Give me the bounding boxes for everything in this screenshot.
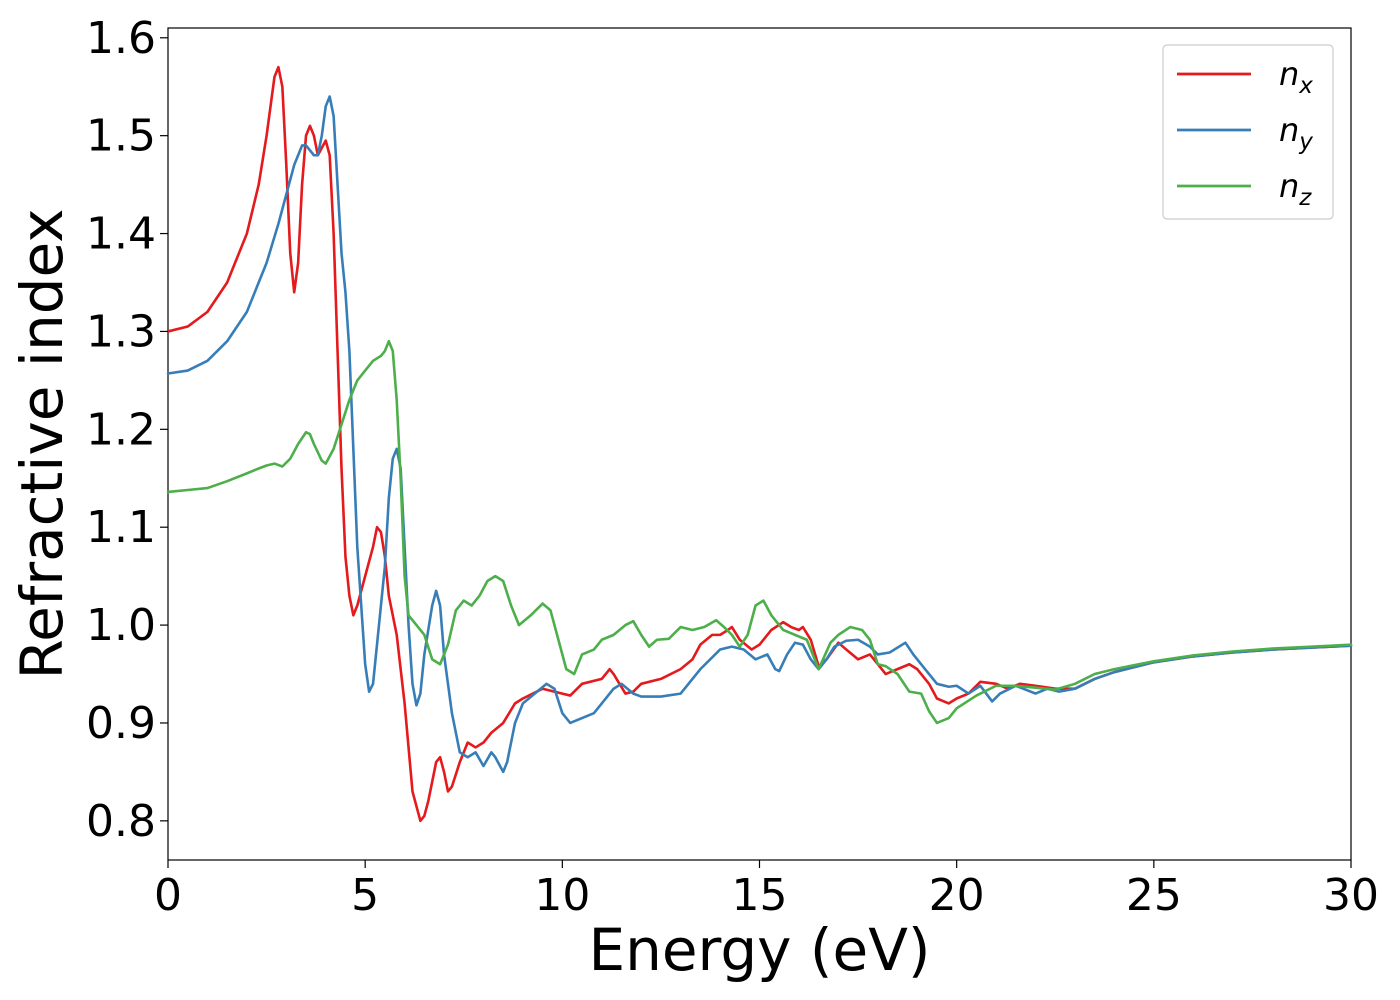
legend-entry-nz: nz (1177, 167, 1312, 211)
x-tick-label: 25 (1126, 870, 1182, 921)
x-axis: 0 5 10 15 20 25 30 (154, 860, 1379, 921)
legend-entry-ny: ny (1177, 111, 1313, 155)
y-axis: 0.8 0.9 1.0 1.1 1.2 1.3 1.4 1.5 1.6 (86, 13, 168, 847)
y-axis-label: Refractive index (8, 208, 76, 679)
x-tick-label: 15 (732, 870, 788, 921)
legend: nx ny nz (1162, 44, 1334, 220)
legend-entry-nx: nx (1177, 55, 1313, 99)
legend-label: nz (1279, 167, 1312, 211)
x-tick-label: 5 (351, 870, 379, 921)
y-tick-label: 1.4 (86, 209, 156, 260)
series-line-nz (166, 339, 1353, 725)
legend-label: nx (1279, 55, 1313, 99)
y-tick-label: 0.8 (86, 796, 156, 847)
series-layer (166, 65, 1353, 823)
series-line-nx (166, 65, 1353, 823)
legend-box (1162, 44, 1334, 220)
x-tick-label: 30 (1323, 870, 1379, 921)
y-tick-label: 1.1 (86, 502, 156, 553)
y-tick-label: 1.5 (86, 111, 156, 162)
y-tick-label: 1.0 (86, 600, 156, 651)
y-tick-label: 1.2 (86, 404, 156, 455)
y-tick-label: 0.9 (86, 698, 156, 749)
y-tick-label: 1.6 (86, 13, 156, 64)
x-tick-label: 0 (154, 870, 182, 921)
x-tick-label: 10 (534, 870, 590, 921)
legend-items: nx ny nz (1177, 55, 1313, 211)
legend-label: ny (1279, 111, 1313, 155)
x-tick-label: 20 (929, 870, 985, 921)
y-tick-label: 1.3 (86, 306, 156, 357)
x-axis-label: Energy (eV) (588, 916, 930, 984)
series-line-ny (166, 95, 1353, 774)
